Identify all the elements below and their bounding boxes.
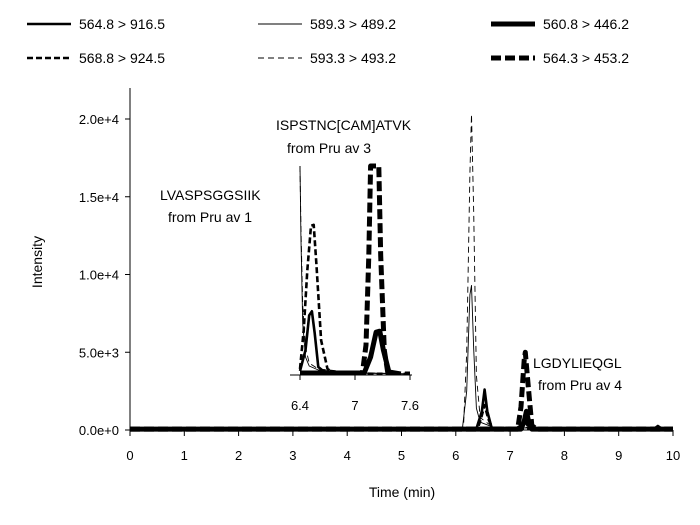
x-tick-label: 1 (181, 448, 188, 463)
inset-chart: 6.4 7 7.6 (290, 90, 419, 413)
series-line-568-8-924-5 (130, 403, 674, 431)
x-tick-label: 9 (615, 448, 622, 463)
annotation-lgdylieqgl: LGDYLIEQGL from Pru av 4 (533, 355, 622, 393)
x-tick-label: 7 (506, 448, 513, 463)
x-tick-label: 5 (398, 448, 405, 463)
inset-x-tick-label: 6.4 (291, 398, 309, 413)
inset-series-line-564-3-453-2 (300, 163, 410, 375)
main-series (130, 113, 674, 432)
x-tick-label: 0 (126, 448, 133, 463)
annotation-lgdylieqgl-line1: LGDYLIEQGL (533, 355, 622, 371)
inset-x-tick-label: 7 (351, 398, 358, 413)
legend-item-593-3-493-2: 593.3 > 493.2 (258, 50, 396, 66)
inset-series-line-568-8-924-5 (298, 223, 411, 375)
legend: 564.8 > 916.5 589.3 > 489.2 560.8 > 446.2 5… (27, 16, 629, 66)
inset-x-tick-label: 7.6 (401, 398, 419, 413)
legend-label: 560.8 > 446.2 (543, 16, 629, 32)
annotation-ispstnc-line2: from Pru av 3 (287, 140, 371, 156)
x-tick-label: 4 (344, 448, 351, 463)
x-tick-label: 2 (235, 448, 242, 463)
x-tick-label: 3 (289, 448, 296, 463)
series-line-560-8-446-2 (130, 408, 673, 432)
annotation-lvaspsggsiik: LVASPSGGSIIK from Pru av 1 (160, 187, 261, 225)
legend-label: 593.3 > 493.2 (310, 50, 396, 66)
inset-ticks: 6.4 7 7.6 (291, 375, 419, 413)
legend-item-564-3-453-2: 564.3 > 453.2 (491, 50, 629, 66)
x-ticks: 0 1 2 3 4 5 6 7 8 9 10 (126, 430, 680, 463)
legend-label: 568.8 > 924.5 (79, 50, 165, 66)
annotation-ispstnc: ISPSTNC[CAM]ATVK from Pru av 3 (276, 117, 412, 156)
inset-series-line-593-3-493-2 (299, 165, 411, 375)
legend-item-568-8-924-5: 568.8 > 924.5 (27, 50, 165, 66)
legend-label: 564.8 > 916.5 (79, 16, 165, 32)
annotation-ispstnc-line1: ISPSTNC[CAM]ATVK (276, 117, 412, 133)
x-tick-label: 8 (561, 448, 568, 463)
x-tick-label: 6 (452, 448, 459, 463)
x-tick-label: 10 (666, 448, 680, 463)
legend-item-560-8-446-2: 560.8 > 446.2 (491, 16, 629, 32)
y-tick-label: 1.0e+4 (79, 268, 119, 283)
annotation-lvaspsggsiik-line1: LVASPSGGSIIK (160, 187, 261, 203)
legend-item-589-3-489-2: 589.3 > 489.2 (258, 16, 396, 32)
y-tick-label: 0.0e+0 (79, 423, 119, 438)
y-ticks: 0.0e+0 5.0e+3 1.0e+4 1.5e+4 2.0e+4 (79, 112, 130, 438)
series-line-564-3-453-2 (130, 349, 673, 432)
series-line-593-3-493-2 (130, 113, 674, 430)
annotation-lgdylieqgl-line2: from Pru av 4 (538, 377, 622, 393)
legend-label: 589.3 > 489.2 (310, 16, 396, 32)
y-axis-label: Intensity (29, 236, 45, 288)
legend-item-564-8-916-5: 564.8 > 916.5 (27, 16, 165, 32)
y-tick-label: 5.0e+3 (79, 345, 119, 360)
y-tick-label: 1.5e+4 (79, 190, 119, 205)
x-axis-label: Time (min) (369, 484, 435, 500)
annotation-lvaspsggsiik-line2: from Pru av 1 (168, 209, 252, 225)
y-tick-label: 2.0e+4 (79, 112, 119, 127)
inset-series (298, 163, 411, 375)
legend-label: 564.3 > 453.2 (543, 50, 629, 66)
